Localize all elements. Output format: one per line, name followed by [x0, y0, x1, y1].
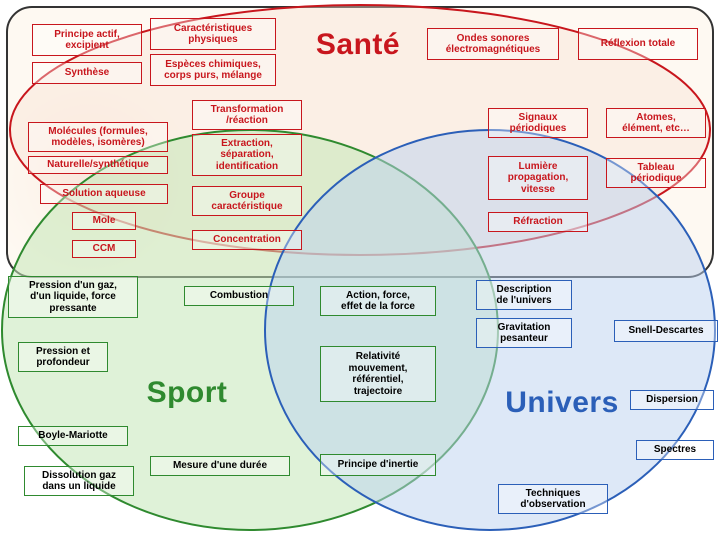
box-groupe: Groupecaractéristique [192, 186, 302, 216]
box-natsynth: Naturelle/synthétique [28, 156, 168, 174]
label-univers: Univers [487, 388, 637, 418]
box-relativite: Relativitémouvement,référentiel,trajecto… [320, 346, 436, 402]
box-pression-prof: Pression etprofondeur [18, 342, 108, 372]
box-ondes: Ondes sonoresélectromagnétiques [427, 28, 559, 60]
box-combustion: Combustion [184, 286, 294, 306]
box-spectres: Spectres [636, 440, 714, 460]
box-molecules: Molécules (formules,modèles, isomères) [28, 122, 168, 152]
box-dissolution: Dissolution gazdans un liquide [24, 466, 134, 496]
box-transfo: Transformation/réaction [192, 100, 302, 130]
label-sante: Santé [298, 30, 418, 60]
box-refraction: Réfraction [488, 212, 588, 232]
box-especes: Espèces chimiques,corps purs, mélange [150, 54, 276, 86]
box-synthese: Synthèse [32, 62, 142, 84]
box-reflexion: Réflexion totale [578, 28, 698, 60]
box-mesure: Mesure d'une durée [150, 456, 290, 476]
box-desc-univ: Descriptionde l'univers [476, 280, 572, 310]
box-principe: Principe actif,excipient [32, 24, 142, 56]
box-atomes: Atomes,élément, etc… [606, 108, 706, 138]
label-sport: Sport [122, 378, 252, 408]
box-dispersion: Dispersion [630, 390, 714, 410]
box-lumiere: Lumièrepropagation,vitesse [488, 156, 588, 200]
box-concentration: Concentration [192, 230, 302, 250]
box-techniques: Techniquesd'observation [498, 484, 608, 514]
box-gravitation: Gravitationpesanteur [476, 318, 572, 348]
box-extraction: Extraction,séparation,identification [192, 134, 302, 176]
box-signaux: Signauxpériodiques [488, 108, 588, 138]
box-boyle: Boyle-Mariotte [18, 426, 128, 446]
box-pression-gaz: Pression d'un gaz,d'un liquide, forcepre… [8, 276, 138, 318]
box-caracphys: Caractéristiquesphysiques [150, 18, 276, 50]
diagram-canvas: Santé Sport Univers Principe actif,excip… [0, 0, 720, 540]
box-tableau: Tableaupériodique [606, 158, 706, 188]
box-ccm: CCM [72, 240, 136, 258]
box-mole: Mole [72, 212, 136, 230]
box-inertie: Principe d'inertie [320, 454, 436, 476]
box-snell: Snell-Descartes [614, 320, 718, 342]
box-action: Action, force,effet de la force [320, 286, 436, 316]
box-solaq: Solution aqueuse [40, 184, 168, 204]
